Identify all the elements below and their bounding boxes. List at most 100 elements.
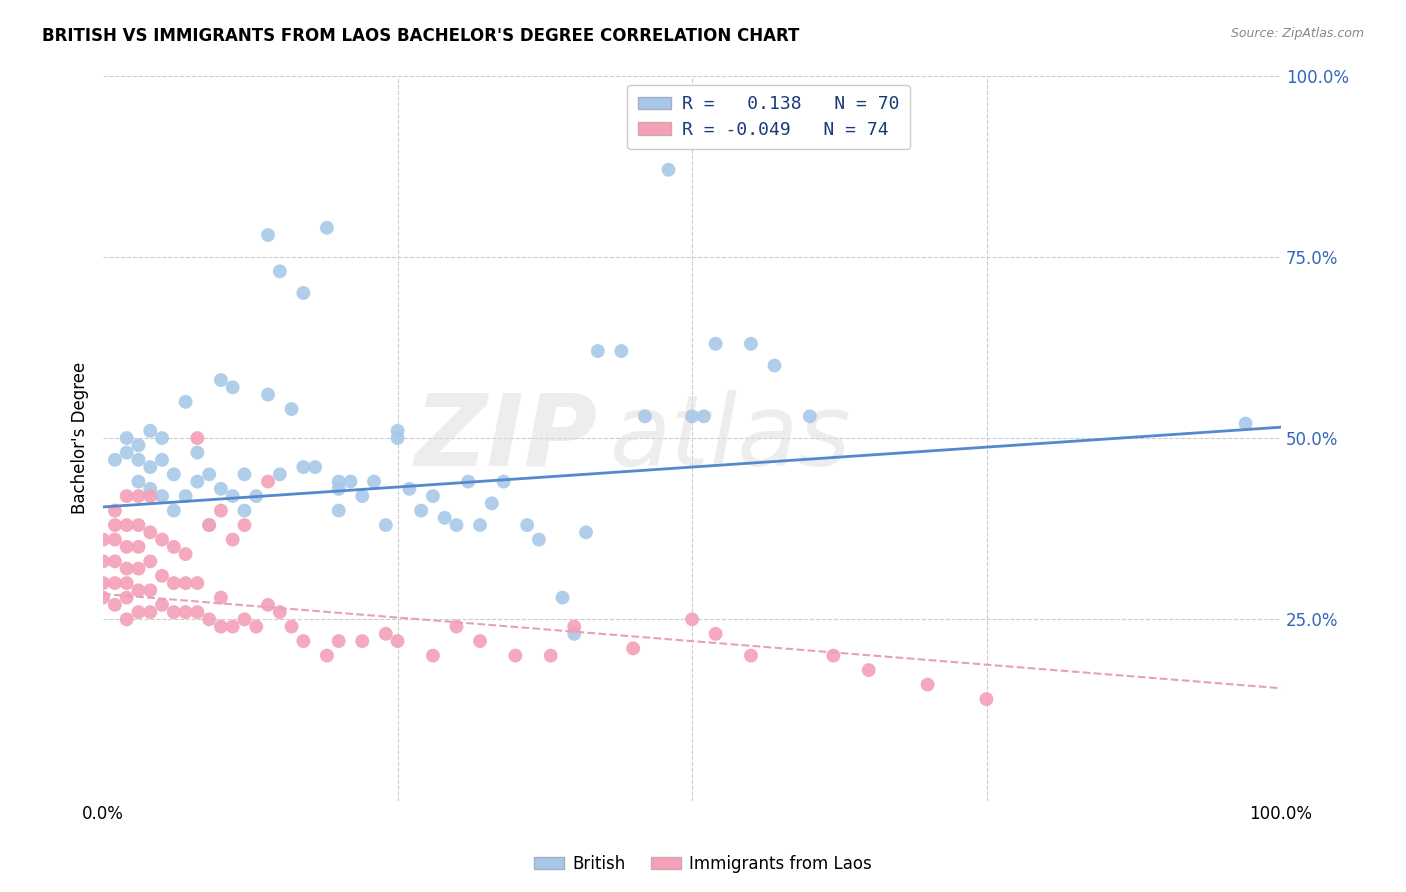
Point: [150, 569, 173, 583]
Point: [150, 431, 173, 445]
Point: [139, 583, 162, 598]
Point: [704, 627, 727, 641]
Point: [457, 475, 479, 489]
Point: [174, 394, 197, 409]
Point: [763, 359, 786, 373]
Point: [374, 518, 396, 533]
Point: [115, 612, 138, 626]
Point: [233, 612, 256, 626]
Point: [91, 591, 114, 605]
Point: [91, 554, 114, 568]
Point: [104, 598, 127, 612]
Point: [150, 489, 173, 503]
Point: [411, 503, 433, 517]
Point: [139, 489, 162, 503]
Point: [209, 482, 232, 496]
Point: [127, 518, 149, 533]
Point: [209, 619, 232, 633]
Point: [917, 677, 939, 691]
Point: [740, 336, 762, 351]
Point: [233, 503, 256, 517]
Point: [446, 619, 468, 633]
Point: [363, 475, 385, 489]
Point: [127, 452, 149, 467]
Point: [280, 619, 302, 633]
Point: [269, 264, 291, 278]
Point: [104, 452, 127, 467]
Point: [163, 540, 186, 554]
Point: [115, 576, 138, 591]
Point: [527, 533, 550, 547]
Point: [693, 409, 716, 424]
Point: [174, 605, 197, 619]
Point: [446, 518, 468, 533]
Legend: British, Immigrants from Laos: British, Immigrants from Laos: [527, 848, 879, 880]
Point: [292, 634, 315, 648]
Point: [316, 220, 339, 235]
Point: [198, 518, 221, 533]
Point: [257, 598, 280, 612]
Point: [127, 583, 149, 598]
Point: [387, 431, 409, 445]
Point: [104, 533, 127, 547]
Point: [139, 525, 162, 540]
Point: [163, 576, 186, 591]
Point: [621, 641, 644, 656]
Text: atlas: atlas: [610, 390, 851, 486]
Text: Source: ZipAtlas.com: Source: ZipAtlas.com: [1230, 27, 1364, 40]
Point: [127, 475, 149, 489]
Point: [139, 460, 162, 475]
Point: [127, 438, 149, 452]
Point: [257, 227, 280, 242]
Point: [257, 387, 280, 401]
Point: [186, 445, 208, 459]
Point: [186, 605, 208, 619]
Point: [422, 648, 444, 663]
Point: [221, 533, 243, 547]
Point: [221, 380, 243, 394]
Point: [976, 692, 998, 706]
Point: [551, 591, 574, 605]
Point: [481, 496, 503, 510]
Y-axis label: Bachelor's Degree: Bachelor's Degree: [72, 362, 89, 514]
Point: [139, 482, 162, 496]
Point: [104, 503, 127, 517]
Point: [163, 467, 186, 482]
Point: [422, 489, 444, 503]
Point: [127, 561, 149, 575]
Point: [186, 576, 208, 591]
Point: [115, 591, 138, 605]
Point: [104, 554, 127, 568]
Point: [233, 467, 256, 482]
Point: [316, 648, 339, 663]
Point: [433, 511, 456, 525]
Point: [198, 518, 221, 533]
Point: [115, 518, 138, 533]
Point: [586, 344, 609, 359]
Point: [468, 634, 491, 648]
Point: [127, 540, 149, 554]
Point: [115, 561, 138, 575]
Point: [198, 612, 221, 626]
Point: [150, 533, 173, 547]
Point: [163, 605, 186, 619]
Point: [374, 627, 396, 641]
Point: [209, 591, 232, 605]
Point: [681, 409, 703, 424]
Point: [174, 576, 197, 591]
Point: [150, 598, 173, 612]
Point: [104, 518, 127, 533]
Point: [257, 475, 280, 489]
Point: [468, 518, 491, 533]
Point: [221, 619, 243, 633]
Point: [387, 424, 409, 438]
Point: [174, 547, 197, 561]
Point: [328, 475, 350, 489]
Point: [186, 431, 208, 445]
Point: [823, 648, 845, 663]
Point: [280, 402, 302, 417]
Point: [233, 518, 256, 533]
Point: [562, 619, 585, 633]
Legend: R =   0.138   N = 70, R = -0.049   N = 74: R = 0.138 N = 70, R = -0.049 N = 74: [627, 85, 910, 150]
Point: [269, 467, 291, 482]
